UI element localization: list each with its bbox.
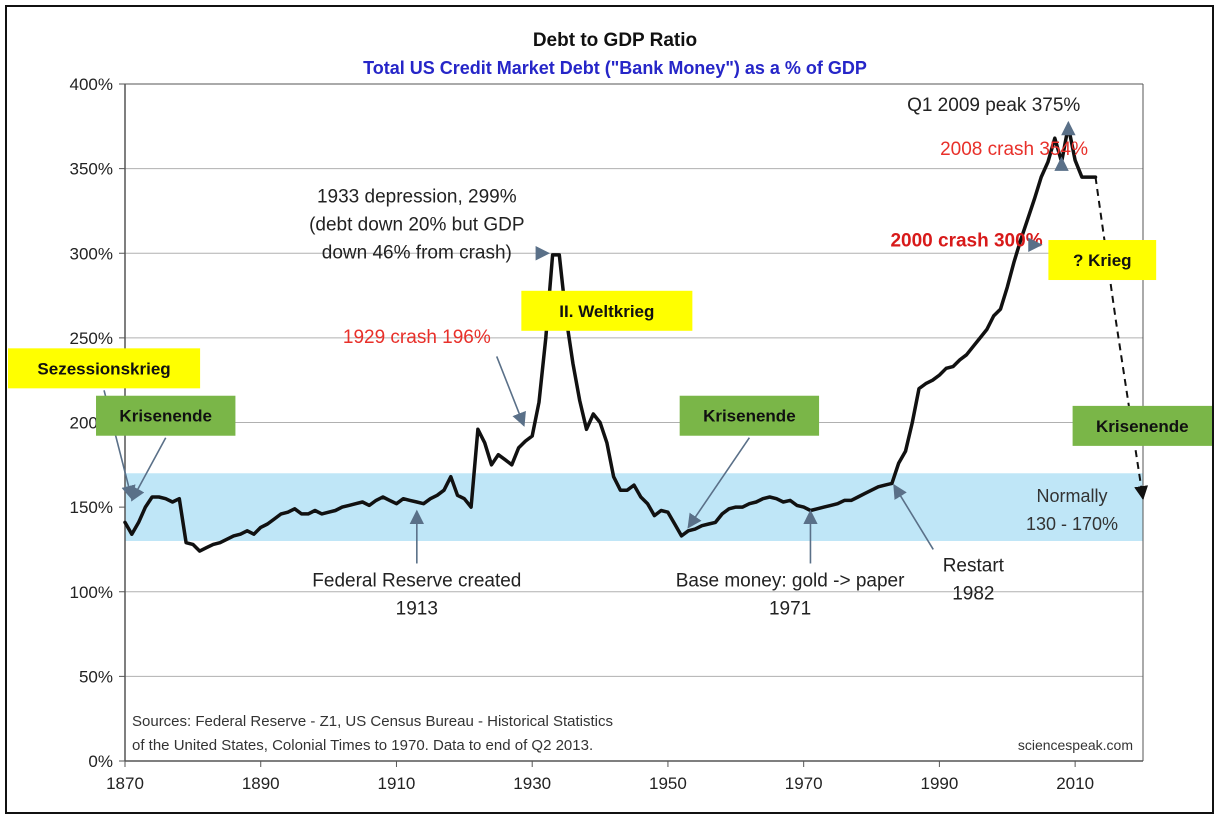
x-tick-label-3: 1930 — [513, 774, 551, 793]
x-tick-label-0: 1870 — [106, 774, 144, 793]
annotation-1-line-0: 2008 crash 354% — [940, 139, 1088, 160]
y-tick-label-7: 350% — [70, 160, 113, 179]
annotation-3-line-2: down 46% from crash) — [322, 242, 512, 263]
y-tick-label-0: 0% — [88, 752, 113, 771]
chart-title: Debt to GDP Ratio — [533, 30, 697, 51]
annotation-4-line-0: 1929 crash 196% — [343, 327, 491, 348]
annotation-7-line-1: 1982 — [952, 583, 994, 604]
annotation-3: 1933 depression, 299% (debt down 20% but … — [309, 186, 550, 263]
axes: 0%50%100%150%200%250%300%350%400%1870 189… — [70, 75, 1144, 793]
highlight-box-1-label: II. Weltkrieg — [559, 302, 654, 321]
annotation-5-line-0: Federal Reserve created — [312, 571, 521, 592]
highlight-box-1: II. Weltkrieg — [521, 290, 693, 331]
highlight-box-5-fill — [1072, 405, 1212, 446]
annotation-6-line-1: 1971 — [769, 599, 811, 620]
x-tick-label-5: 1970 — [785, 774, 823, 793]
highlight-box-3-arrow — [131, 437, 167, 502]
highlight-boxes-layer: Sezessionskrieg II. Weltkrieg ? Krieg Krise… — [8, 240, 1212, 529]
highlight-box-2-fill — [1048, 240, 1157, 281]
y-tick-label-3: 150% — [70, 498, 113, 517]
annotation-4: 1929 crash 196% — [343, 327, 526, 427]
annotation-7-arrow — [893, 483, 934, 550]
annotation-0-line-0: Q1 2009 peak 375% — [907, 95, 1080, 116]
highlight-box-0-label: Sezessionskrieg — [37, 359, 170, 378]
source-line-1: Sources: Federal Reserve - Z1, US Census… — [132, 713, 613, 730]
highlight-box-1-fill — [521, 290, 693, 331]
highlight-box-2-label: ? Krieg — [1073, 251, 1132, 270]
highlight-box-3: Krisenende — [96, 395, 236, 502]
annotation-7-line-0: Restart — [943, 555, 1005, 576]
highlight-box-4: Krisenende — [679, 395, 820, 529]
highlight-box-5-label: Krisenende — [1096, 417, 1189, 436]
annotation-3-line-1: (debt down 20% but GDP — [309, 214, 524, 235]
annotation-6: Base money: gold -> paper 1971 — [676, 509, 905, 620]
y-tick-label-1: 50% — [79, 667, 113, 686]
source-line-2: of the United States, Colonial Times to … — [132, 737, 593, 754]
annotation-1: 2008 crash 354% — [940, 139, 1088, 171]
annotation-4-arrow — [495, 356, 526, 427]
y-tick-label-5: 250% — [70, 329, 113, 348]
highlight-box-5: Krisenende — [1072, 405, 1212, 446]
annotation-7: Restart 1982 — [893, 483, 1005, 604]
x-tick-label-6: 1990 — [920, 774, 958, 793]
highlight-box-3-fill — [96, 395, 236, 436]
highlight-box-4-label: Krisenende — [703, 407, 796, 426]
annotation-2-line-0: 2000 crash 300% — [890, 230, 1042, 251]
x-tick-label-4: 1950 — [649, 774, 687, 793]
annotation-3-line-0: 1933 depression, 299% — [317, 186, 517, 207]
annotations-layer: Q1 2009 peak 375% 2008 crash 354% 2000 cra… — [309, 95, 1088, 620]
highlight-box-0: Sezessionskrieg — [8, 348, 201, 501]
band-label-line-1: 130 - 170% — [1026, 514, 1118, 534]
series-line-0 — [123, 124, 1098, 553]
y-tick-label-8: 400% — [70, 75, 113, 94]
highlight-box-2: ? Krieg — [1048, 240, 1157, 281]
highlight-box-4-fill — [679, 395, 820, 436]
highlight-box-0-fill — [8, 348, 201, 389]
source-note: Sources: Federal Reserve - Z1, US Census… — [132, 713, 613, 754]
watermark: sciencespeak.com — [1018, 737, 1133, 753]
chart-subtitle: Total US Credit Market Debt ("Bank Money… — [363, 58, 867, 78]
annotation-6-line-0: Base money: gold -> paper — [676, 571, 905, 592]
y-tick-label-2: 100% — [70, 583, 113, 602]
highlight-box-3-label: Krisenende — [119, 407, 212, 426]
annotation-5-line-1: 1913 — [396, 599, 438, 620]
band-label-line-0: Normally — [1036, 486, 1107, 506]
annotation-5: Federal Reserve created 1913 — [312, 509, 521, 620]
x-tick-label-2: 1910 — [378, 774, 416, 793]
y-tick-label-6: 300% — [70, 244, 113, 263]
annotation-2: 2000 crash 300% — [890, 230, 1042, 251]
x-tick-label-1: 1890 — [242, 774, 280, 793]
annotation-0: Q1 2009 peak 375% — [907, 95, 1080, 136]
highlight-box-4-arrow — [687, 437, 751, 529]
x-tick-label-7: 2010 — [1056, 774, 1094, 793]
